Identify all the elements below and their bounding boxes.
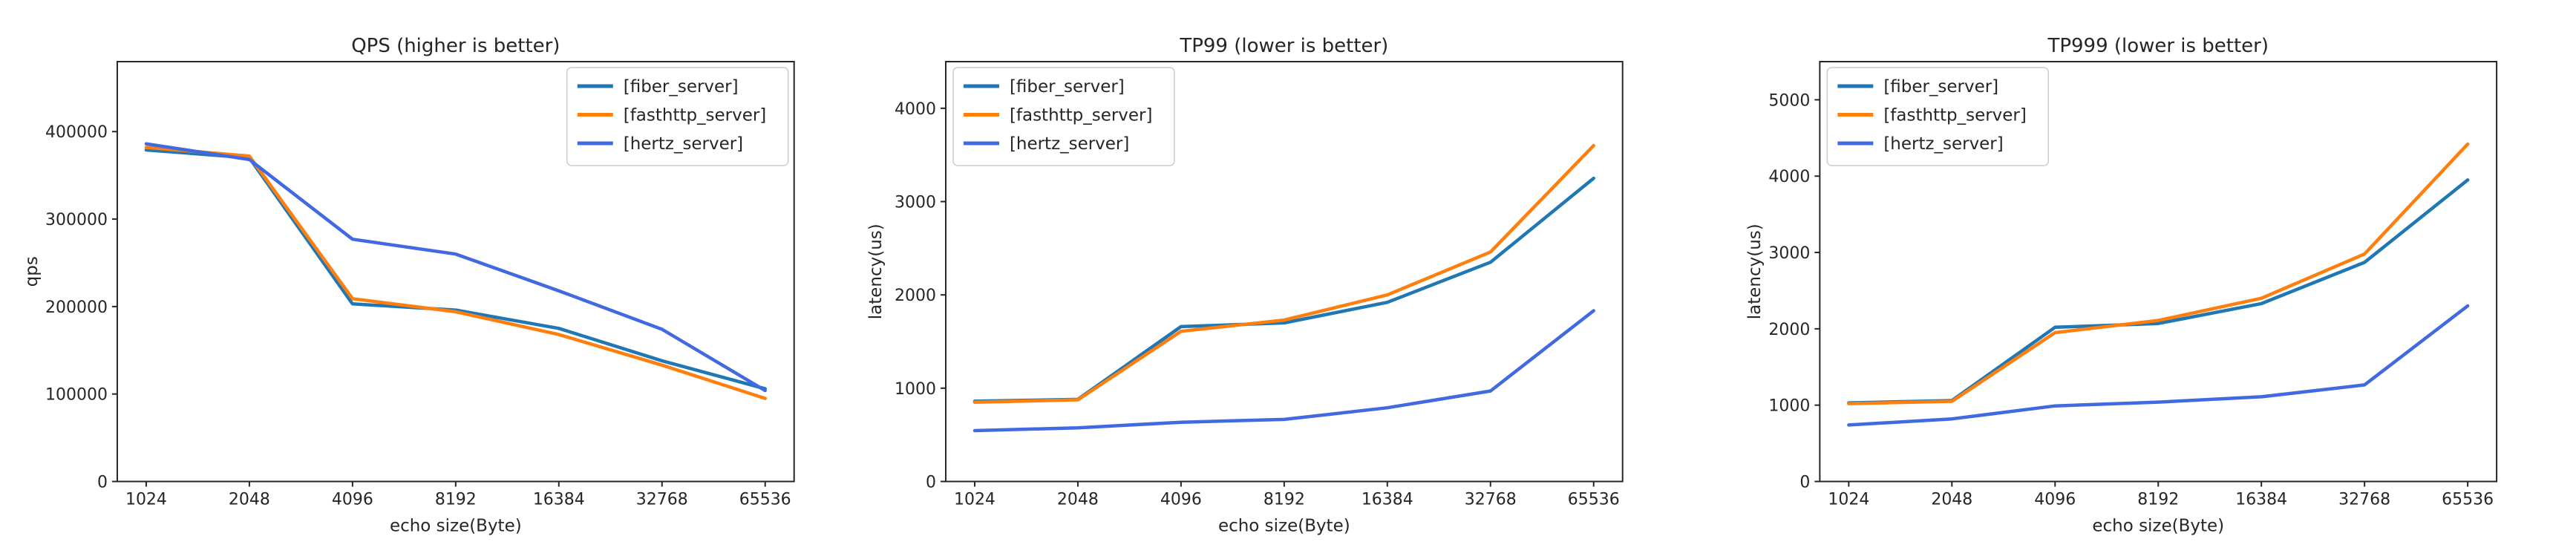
legend-box: [952, 67, 1175, 166]
series-line-hertz_server: [972, 309, 1595, 433]
legend-label: [fiber_server]: [624, 77, 739, 97]
y-tick-label: 1000: [1769, 397, 1811, 416]
x-tick-label: 8192: [1264, 490, 1305, 509]
y-axis-label: latency(us): [1745, 223, 1765, 319]
y-tick-label: 4000: [1769, 168, 1811, 186]
y-tick-label: 0: [1800, 473, 1811, 492]
chart-svg: TP99 (lower is better) 0 1000 2000 3000 4000 1…: [866, 35, 1624, 536]
y-tick-label: 200000: [45, 298, 108, 317]
series-line-hertz_server: [144, 142, 767, 393]
chart-tp999: TP999 (lower is better) 0 1000 2000 3000 4000…: [1717, 0, 2576, 542]
y-tick-label: 0: [926, 473, 936, 492]
series-line-fasthttp_server: [144, 146, 767, 400]
legend-box: [566, 67, 789, 166]
y-tick-label: 1000: [895, 380, 936, 399]
x-tick-label: 1024: [954, 490, 996, 509]
legend-label: [fasthttp_server]: [1010, 105, 1153, 125]
x-tick-label: 8192: [2138, 490, 2180, 509]
legend: [fiber_server] [fasthttp_server] [hertz_se…: [566, 67, 789, 166]
y-tick-label: 2000: [895, 287, 936, 305]
y-tick-label: 300000: [45, 211, 108, 229]
legend-label: [hertz_server]: [1884, 134, 2004, 154]
x-axis-label: echo size(Byte): [2093, 516, 2225, 535]
chart-title: QPS (higher is better): [351, 35, 560, 57]
legend: [fiber_server] [fasthttp_server] [hertz_se…: [1826, 67, 2050, 166]
chart-title: TP999 (lower is better): [2047, 35, 2269, 57]
series-line-fiber_server: [972, 176, 1595, 403]
x-tick-label: 65536: [1567, 490, 1619, 509]
x-tick-label: 4096: [332, 490, 373, 509]
chart-svg: TP999 (lower is better) 0 1000 2000 3000 4000…: [1745, 35, 2498, 536]
x-tick-label: 2048: [1057, 490, 1099, 509]
y-tick-label: 3000: [1769, 244, 1811, 263]
series-line-fasthttp_server: [1847, 142, 2470, 405]
y-tick-label: 4000: [895, 100, 936, 119]
y-tick-label: 100000: [45, 386, 108, 405]
legend: [fiber_server] [fasthttp_server] [hertz_se…: [952, 67, 1175, 166]
x-tick-label: 32768: [2339, 490, 2391, 509]
chart-qps: QPS (higher is better) 0 100000 200000 30000…: [0, 0, 859, 542]
legend-label: [hertz_server]: [1010, 134, 1129, 154]
y-tick-label: 400000: [45, 123, 108, 142]
legend-label: [hertz_server]: [624, 134, 743, 154]
x-tick-label: 16384: [533, 490, 585, 509]
x-tick-label: 1024: [1828, 490, 1870, 509]
y-tick-label: 5000: [1769, 91, 1811, 110]
x-tick-label: 8192: [435, 490, 477, 509]
legend-box: [1826, 67, 2050, 166]
x-tick-label: 32768: [636, 490, 688, 509]
series-line-fasthttp_server: [972, 143, 1595, 404]
legend-label: [fasthttp_server]: [1884, 105, 2027, 125]
x-tick-label: 2048: [1932, 490, 1973, 509]
x-tick-label: 2048: [229, 490, 270, 509]
x-tick-label: 16384: [1361, 490, 1413, 509]
y-axis-label: latency(us): [866, 223, 886, 319]
x-axis-label: echo size(Byte): [1218, 516, 1350, 535]
x-tick-label: 1024: [125, 490, 167, 509]
y-axis-label: qps: [22, 256, 42, 287]
x-tick-label: 65536: [739, 490, 791, 509]
y-tick-label: 3000: [895, 193, 936, 212]
legend-label: [fiber_server]: [1884, 77, 1999, 97]
x-tick-label: 65536: [2442, 490, 2494, 509]
x-tick-label: 4096: [2035, 490, 2076, 509]
y-tick-label: 2000: [1769, 321, 1811, 339]
x-tick-label: 16384: [2236, 490, 2288, 509]
series-line-fiber_server: [144, 148, 767, 391]
x-axis-label: echo size(Byte): [390, 516, 522, 535]
chart-title: TP99 (lower is better): [1179, 35, 1388, 57]
x-tick-label: 32768: [1464, 490, 1516, 509]
chart-tp99: TP99 (lower is better) 0 1000 2000 3000 4000 1…: [859, 0, 1718, 542]
series-line-hertz_server: [1847, 304, 2470, 427]
chart-svg: QPS (higher is better) 0 100000 200000 30000…: [22, 35, 795, 536]
legend-label: [fiber_server]: [1010, 77, 1125, 97]
x-tick-label: 4096: [1160, 490, 1202, 509]
legend-label: [fasthttp_server]: [624, 105, 767, 125]
y-tick-label: 0: [97, 473, 108, 492]
series-line-fiber_server: [1847, 178, 2470, 405]
